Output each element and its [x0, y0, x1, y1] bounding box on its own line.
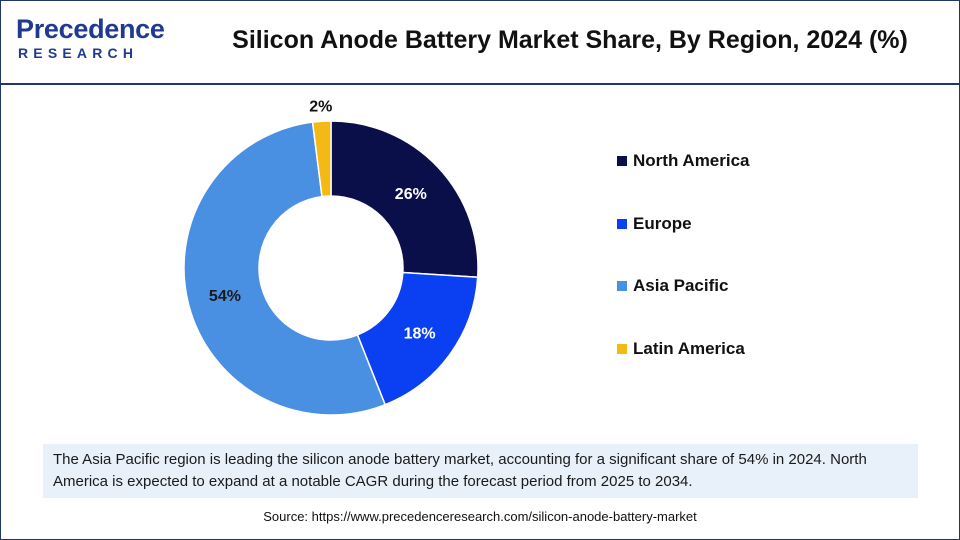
legend-label: Asia Pacific [633, 276, 729, 295]
legend-label: North America [633, 151, 750, 170]
chart-title: Silicon Anode Battery Market Share, By R… [232, 26, 908, 54]
legend-item-north-america: North America [617, 150, 750, 172]
legend-swatch [617, 281, 627, 291]
slice-asia-pacific [183, 121, 387, 416]
data-label-north-america: 26% [395, 186, 427, 203]
slice-north-america [330, 120, 479, 279]
data-label-latin-america: 2% [309, 98, 332, 115]
donut-chart: 26% 18% 54% 2% [183, 98, 479, 416]
legend-swatch [617, 218, 627, 229]
legend-item-asia-pacific: Asia Pacific [617, 275, 728, 297]
legend-swatch [617, 156, 627, 166]
logo-wordmark: Precedence [16, 14, 165, 44]
header: Precedence RESEARCH Silicon Anode Batter… [0, 0, 960, 83]
legend-item-europe: Europe [617, 213, 692, 235]
legend-label: Latin America [633, 338, 745, 358]
legend-label: Europe [633, 213, 692, 233]
slice-latin-america [311, 120, 332, 198]
logo-subtitle: RESEARCH [18, 45, 139, 61]
summary-note: The Asia Pacific region is leading the s… [43, 444, 918, 498]
data-label-europe: 18% [404, 325, 436, 342]
legend-item-latin-america: Latin America [617, 338, 745, 360]
header-divider [0, 83, 960, 85]
brand-logo: Precedence RESEARCH [16, 14, 166, 64]
legend-swatch [617, 343, 627, 354]
source-citation: Source: https://www.precedenceresearch.c… [263, 509, 697, 524]
slice-europe [356, 271, 479, 406]
data-label-asia-pacific: 54% [209, 288, 241, 305]
